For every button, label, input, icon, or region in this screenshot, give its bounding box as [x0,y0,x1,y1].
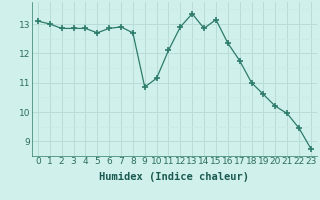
X-axis label: Humidex (Indice chaleur): Humidex (Indice chaleur) [100,172,249,182]
